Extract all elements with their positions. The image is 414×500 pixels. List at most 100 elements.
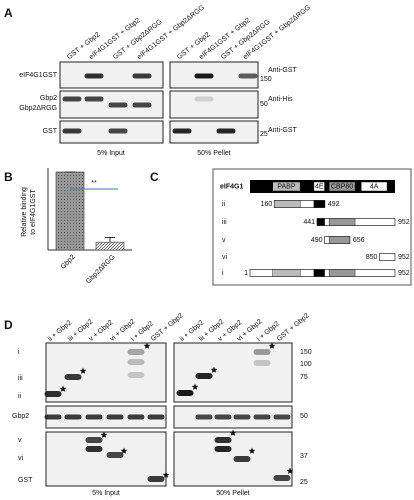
construct-start: 441 <box>303 219 315 226</box>
band <box>194 73 214 79</box>
construct <box>379 253 396 261</box>
band <box>85 414 103 420</box>
star <box>268 342 276 349</box>
row-label: vi <box>18 455 24 462</box>
band <box>62 96 82 102</box>
band <box>238 73 258 79</box>
band <box>106 452 124 458</box>
marker-label: 37 <box>300 453 308 460</box>
panel-label: C <box>150 170 159 184</box>
band <box>233 456 251 462</box>
domain-label: 4A <box>370 183 379 190</box>
band <box>64 414 82 420</box>
error-bar <box>105 237 115 243</box>
row-label: Gbp2ΔRGG <box>19 105 57 112</box>
blot <box>45 342 167 403</box>
y-axis-label: to eIF4G1GST <box>30 189 37 235</box>
row-label: GST <box>18 477 33 484</box>
construct-start: 490 <box>311 237 323 244</box>
band <box>195 373 213 379</box>
construct-end: 952 <box>398 219 410 226</box>
domain <box>360 181 388 192</box>
construct <box>316 218 396 226</box>
construct-domain <box>313 200 325 208</box>
construct-end: 952 <box>398 254 410 261</box>
star <box>286 467 294 474</box>
band <box>253 349 271 355</box>
bar <box>55 171 85 251</box>
domain <box>313 181 325 192</box>
marker-label: 150 <box>300 349 312 356</box>
row-label: i <box>18 349 20 356</box>
panel-label: A <box>4 6 13 20</box>
band <box>127 359 145 365</box>
construct-domain <box>316 218 325 226</box>
band <box>62 128 82 134</box>
band <box>127 349 145 355</box>
caption: 5% Input <box>97 150 125 157</box>
row-label: GST <box>43 128 58 135</box>
marker-label: 75 <box>300 374 308 381</box>
marker-label: 25 <box>300 479 308 486</box>
construct-domain <box>274 200 301 208</box>
frame <box>212 168 412 286</box>
band <box>84 96 104 102</box>
x-tick-label: Gbp2 <box>60 254 77 271</box>
bar <box>95 241 125 251</box>
band <box>106 414 124 420</box>
caption: 5% Input <box>92 490 120 497</box>
marker-label: 50 <box>260 101 268 108</box>
domain-label: 4E <box>315 183 324 190</box>
antibody-label: Anti-His <box>268 96 293 103</box>
band <box>85 446 103 452</box>
construct-label: vi <box>222 254 228 261</box>
band <box>132 73 152 79</box>
row-label: ii <box>18 393 22 400</box>
panel-label: B <box>4 170 13 184</box>
band <box>44 414 62 420</box>
construct-start: 160 <box>261 201 273 208</box>
band <box>85 437 103 443</box>
star <box>59 385 67 392</box>
construct-domain <box>328 218 356 226</box>
row-label: Gbp2 <box>40 95 57 102</box>
construct-start: 1 <box>244 270 248 277</box>
band <box>44 391 62 397</box>
construct-end: 952 <box>398 270 410 277</box>
band <box>216 128 236 134</box>
band <box>253 414 271 420</box>
band <box>127 414 145 420</box>
domain <box>272 181 301 192</box>
blot <box>173 405 293 429</box>
band <box>195 414 213 420</box>
band <box>194 96 214 102</box>
construct-domain <box>328 269 356 277</box>
star <box>143 342 151 349</box>
row-label: Gbp2 <box>12 413 29 420</box>
construct-label: iii <box>222 219 227 226</box>
band <box>273 475 291 481</box>
band <box>127 372 145 378</box>
lane-label: GST + Gbp2 <box>276 312 311 343</box>
domain <box>328 181 356 192</box>
blot <box>173 342 293 403</box>
antibody-label: Anti-GST <box>268 67 298 74</box>
row-label: eIF4G1GST <box>19 72 57 79</box>
significance-label: ** <box>91 180 97 187</box>
band <box>84 73 104 79</box>
construct-label: i <box>222 270 224 277</box>
protein-label: eIF4G1 <box>220 183 243 190</box>
blot <box>173 431 293 487</box>
blot <box>169 120 259 144</box>
star <box>162 471 170 478</box>
construct-label: v <box>222 237 226 244</box>
y-axis-label: Relative binding <box>21 187 28 237</box>
star <box>79 367 87 374</box>
band <box>233 414 251 420</box>
band <box>176 390 194 396</box>
band <box>273 414 291 420</box>
band <box>253 360 271 366</box>
star <box>229 429 237 436</box>
marker-label: 150 <box>260 76 272 83</box>
marker-label: 100 <box>300 361 312 368</box>
